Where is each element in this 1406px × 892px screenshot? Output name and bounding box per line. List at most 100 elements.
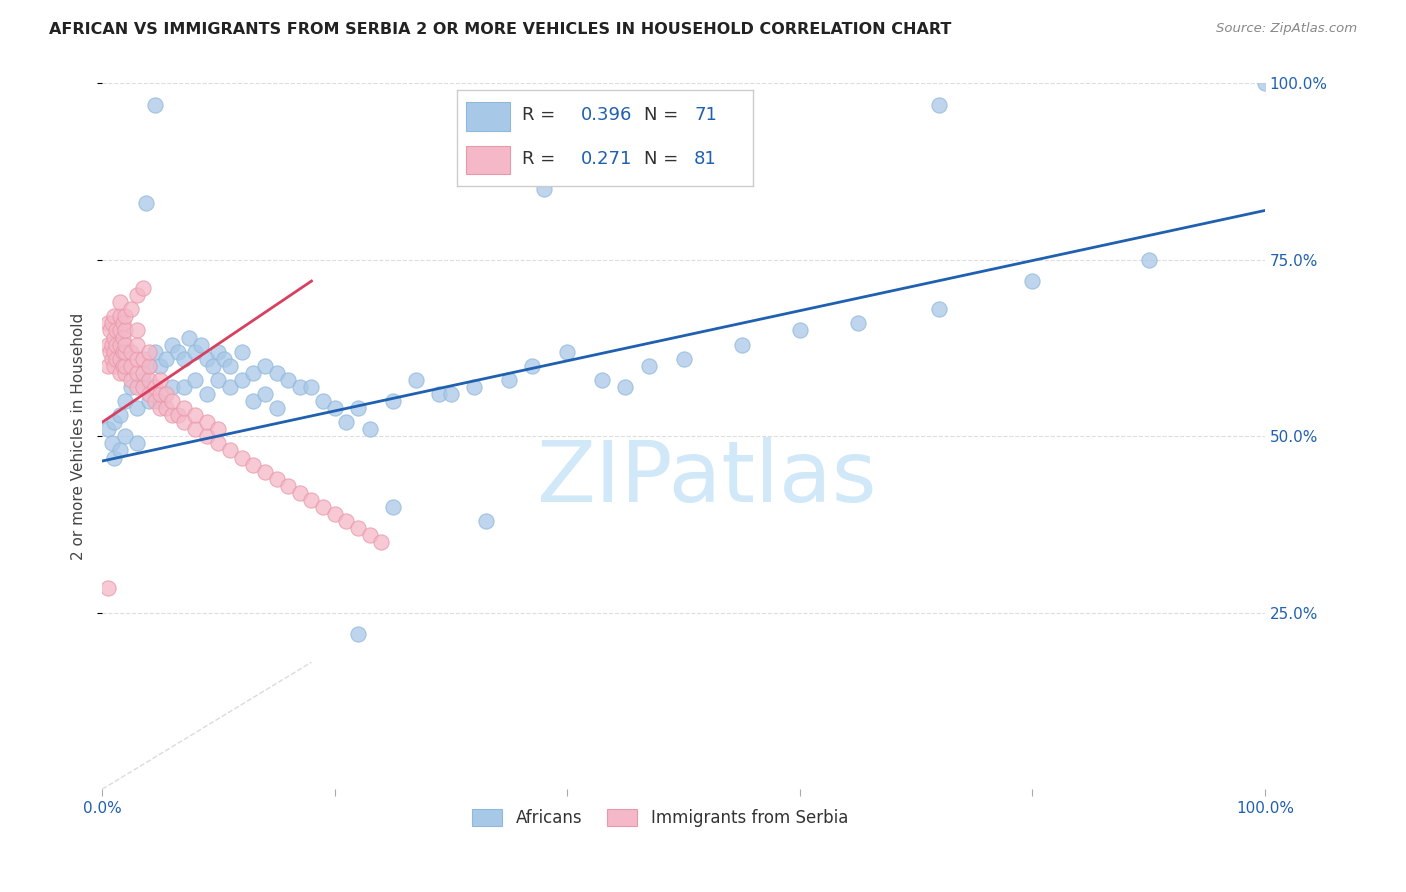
Point (195, 387, 218, 401)
Point (475, 514, 498, 528)
Point (1254, 77, 1277, 91)
Point (277, 479, 299, 493)
Point (98, 323, 121, 337)
Point (266, 472, 288, 486)
Point (160, 394, 183, 409)
Point (114, 323, 136, 337)
Point (219, 380, 242, 394)
Point (127, 380, 149, 394)
Legend: Africans, Immigrants from Serbia: Africans, Immigrants from Serbia (465, 802, 855, 834)
Point (98, 344, 121, 359)
Point (100, 317, 122, 331)
Point (100, 337, 122, 351)
Point (207, 436, 229, 450)
Point (498, 373, 520, 387)
Point (323, 401, 346, 416)
Point (253, 465, 276, 479)
Point (103, 344, 125, 359)
Point (301, 492, 323, 507)
Point (103, 310, 125, 324)
Point (108, 310, 131, 324)
Point (138, 344, 160, 359)
Point (288, 380, 311, 394)
Point (184, 422, 207, 436)
Point (97, 337, 120, 351)
Point (789, 323, 811, 337)
Point (132, 373, 155, 387)
Point (731, 337, 754, 351)
Point (179, 330, 201, 344)
Point (120, 302, 142, 317)
Point (195, 429, 218, 443)
Point (301, 380, 323, 394)
Point (108, 323, 131, 337)
Point (277, 373, 299, 387)
Point (127, 323, 149, 337)
Point (614, 380, 637, 394)
Point (149, 373, 172, 387)
Point (335, 415, 357, 429)
Point (112, 317, 135, 331)
Point (108, 295, 131, 310)
Point (143, 344, 166, 359)
Point (214, 351, 236, 366)
Point (173, 401, 195, 416)
Point (928, 302, 950, 317)
Point (114, 366, 136, 380)
Y-axis label: 2 or more Vehicles in Household: 2 or more Vehicles in Household (72, 313, 86, 560)
Point (266, 366, 288, 380)
Point (97, 359, 120, 373)
Point (160, 408, 183, 422)
Point (155, 351, 177, 366)
Point (103, 359, 125, 373)
Point (207, 422, 229, 436)
Point (103, 450, 125, 465)
Point (463, 380, 485, 394)
Point (132, 351, 155, 366)
Point (312, 500, 335, 514)
Point (97, 422, 120, 436)
Point (143, 97, 166, 112)
Point (1137, 252, 1160, 267)
Text: AFRICAN VS IMMIGRANTS FROM SERBIA 2 OR MORE VEHICLES IN HOUSEHOLD CORRELATION CH: AFRICAN VS IMMIGRANTS FROM SERBIA 2 OR M… (49, 22, 952, 37)
Point (207, 344, 229, 359)
Point (138, 359, 160, 373)
Point (112, 359, 135, 373)
Point (112, 330, 135, 344)
Point (114, 359, 136, 373)
Point (149, 394, 172, 409)
Point (105, 351, 128, 366)
Point (173, 351, 195, 366)
Point (100, 351, 122, 366)
Point (207, 373, 229, 387)
Point (138, 359, 160, 373)
Point (166, 344, 188, 359)
Point (1021, 274, 1043, 288)
Point (105, 337, 128, 351)
Point (108, 351, 131, 366)
Point (231, 373, 253, 387)
Point (522, 359, 544, 373)
Point (591, 373, 613, 387)
Point (120, 359, 142, 373)
Point (253, 359, 276, 373)
Point (105, 323, 128, 337)
Point (184, 344, 207, 359)
Point (347, 401, 370, 416)
Point (155, 387, 177, 401)
Point (195, 351, 218, 366)
Point (120, 373, 142, 387)
Point (231, 450, 253, 465)
Point (335, 514, 357, 528)
Point (100, 436, 122, 450)
Point (672, 351, 695, 366)
Point (108, 337, 131, 351)
Point (429, 387, 451, 401)
Point (127, 351, 149, 366)
Point (120, 344, 142, 359)
Point (242, 366, 264, 380)
Point (231, 344, 253, 359)
Point (132, 281, 155, 295)
Point (127, 436, 149, 450)
Point (120, 380, 142, 394)
